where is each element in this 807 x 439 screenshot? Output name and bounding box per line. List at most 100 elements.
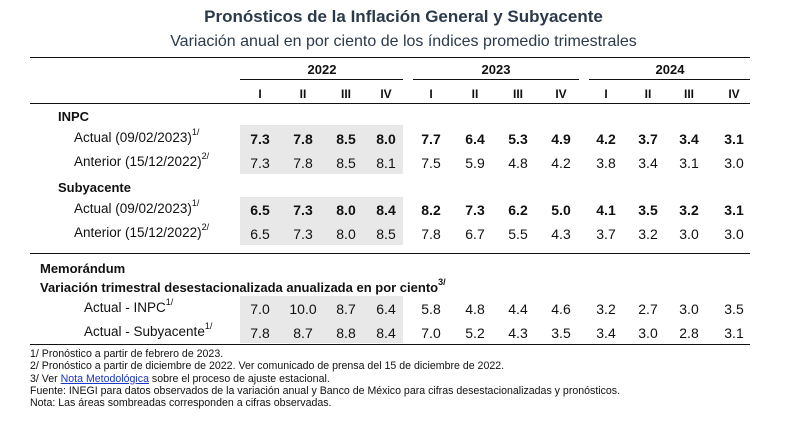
table-cell: 4.3	[551, 226, 571, 242]
row-label: Actual - INPC1/	[84, 297, 174, 315]
table-cell: 7.3	[465, 202, 485, 218]
table-cell: 4.9	[551, 131, 571, 147]
quarter-header: I	[604, 87, 608, 101]
quarter-header: IV	[380, 87, 392, 101]
table-cell: 6.2	[508, 202, 528, 218]
table-cell: 8.7	[293, 325, 313, 341]
section-memorandum: Memorándum	[40, 261, 126, 276]
table-cell: 3.4	[596, 325, 616, 341]
shade-memorandum	[240, 296, 403, 343]
table-cell: 6.7	[465, 226, 485, 242]
table-cell: 8.0	[376, 131, 396, 147]
memorandum-rule	[30, 253, 750, 254]
quarter-header: II	[299, 87, 307, 101]
table-cell: 5.9	[465, 155, 485, 171]
table-cell: 5.5	[508, 226, 528, 242]
table-cell: 8.0	[336, 226, 356, 242]
table-cell: 3.0	[679, 301, 699, 317]
table-cell: 7.3	[293, 202, 313, 218]
table-cell: 7.8	[250, 325, 270, 341]
bottom-rule	[30, 344, 750, 345]
section-inpc: INPC	[58, 109, 90, 124]
table-cell: 3.8	[596, 155, 616, 171]
quarter-header: II	[644, 87, 652, 101]
table-cell: 8.4	[376, 325, 396, 341]
header-bottom-rule	[30, 103, 750, 104]
table-cell: 3.4	[679, 131, 699, 147]
table-cell: 5.3	[508, 131, 528, 147]
table-cell: 3.5	[638, 202, 658, 218]
quarter-header: III	[683, 87, 694, 101]
footnotes: 1/ Pronóstico a partir de febrero de 202…	[30, 348, 620, 409]
table-cell: 6.5	[250, 202, 270, 218]
table-cell: 3.2	[638, 226, 658, 242]
year-2024-rule	[589, 79, 750, 80]
table-cell: 5.8	[421, 301, 441, 317]
shade-inpc	[240, 125, 403, 174]
table-cell: 8.2	[421, 202, 441, 218]
table-cell: 8.8	[336, 325, 356, 341]
table-cell: 4.3	[508, 325, 528, 341]
year-label: 2022	[307, 62, 337, 77]
table-cell: 7.8	[421, 226, 441, 242]
table-cell: 6.4	[376, 301, 396, 317]
table-cell: 3.7	[596, 226, 616, 242]
quarter-header: I	[429, 87, 433, 101]
table-cell: 6.5	[250, 226, 270, 242]
table-cell: 4.2	[551, 155, 571, 171]
table-cell: 7.0	[421, 325, 441, 341]
table-cell: 4.1	[596, 202, 616, 218]
table-cell: 6.4	[465, 131, 485, 147]
table-cell: 7.7	[421, 131, 441, 147]
table-cell: 8.5	[336, 155, 356, 171]
table-cell: 5.0	[551, 202, 571, 218]
section-variacion: Variación trimestral desestacionalizada …	[40, 277, 446, 295]
table-cell: 3.2	[679, 202, 699, 218]
table-cell: 7.3	[250, 155, 270, 171]
table-cell: 3.4	[638, 155, 658, 171]
table-cell: 5.2	[465, 325, 485, 341]
table-cell: 3.7	[638, 131, 658, 147]
nota-metodologica-link[interactable]: Nota Metodológica	[60, 372, 149, 385]
table-cell: 7.5	[421, 155, 441, 171]
table-cell: 3.5	[551, 325, 571, 341]
table-cell: 7.0	[250, 301, 270, 317]
row-label: Actual - Subyacente1/	[84, 321, 213, 339]
row-label: Anterior (15/12/2022)2/	[74, 151, 210, 169]
table-cell: 7.3	[293, 226, 313, 242]
table-cell: 3.0	[724, 226, 744, 242]
table-cell: 7.8	[293, 155, 313, 171]
quarter-header: III	[512, 87, 523, 101]
table-cell: 3.2	[596, 301, 616, 317]
table-cell: 3.0	[638, 325, 658, 341]
table-cell: 8.5	[376, 226, 396, 242]
table-cell: 10.0	[289, 301, 317, 317]
section-subyacente: Subyacente	[58, 180, 131, 195]
footnote-nota: Nota: Las áreas sombreadas corresponden …	[30, 397, 332, 410]
table-cell: 3.1	[724, 325, 744, 341]
year-label: 2024	[655, 62, 685, 77]
top-rule	[30, 57, 750, 58]
table-cell: 3.1	[724, 202, 744, 218]
table-cell: 8.4	[376, 202, 396, 218]
table-cell: 4.2	[596, 131, 616, 147]
quarter-header: III	[340, 87, 351, 101]
table-cell: 8.7	[336, 301, 356, 317]
table-cell: 7.8	[293, 131, 313, 147]
table-cell: 3.1	[679, 155, 699, 171]
table-cell: 4.6	[551, 301, 571, 317]
footnote-2: 2/ Pronóstico a partir de diciembre de 2…	[30, 360, 505, 373]
table-cell: 3.5	[724, 301, 744, 317]
footnote-3: 3/ Ver Nota Metodológica sobre el proces…	[30, 372, 330, 385]
table-cell: 7.3	[250, 131, 270, 147]
table-title: Pronósticos de la Inflación General y Su…	[204, 7, 603, 26]
footnote-fuente: Fuente: INEGI para datos observados de l…	[30, 384, 621, 397]
table-subtitle: Variación anual en por ciento de los índ…	[170, 33, 637, 50]
footnote-1: 1/ Pronóstico a partir de febrero de 202…	[30, 348, 224, 360]
year-2022-rule	[240, 79, 403, 80]
year-2023-rule	[413, 79, 579, 80]
table-cell: 8.1	[376, 155, 396, 171]
table-cell: 2.7	[638, 301, 658, 317]
table-cell: 3.1	[724, 131, 744, 147]
year-label: 2023	[481, 62, 511, 77]
